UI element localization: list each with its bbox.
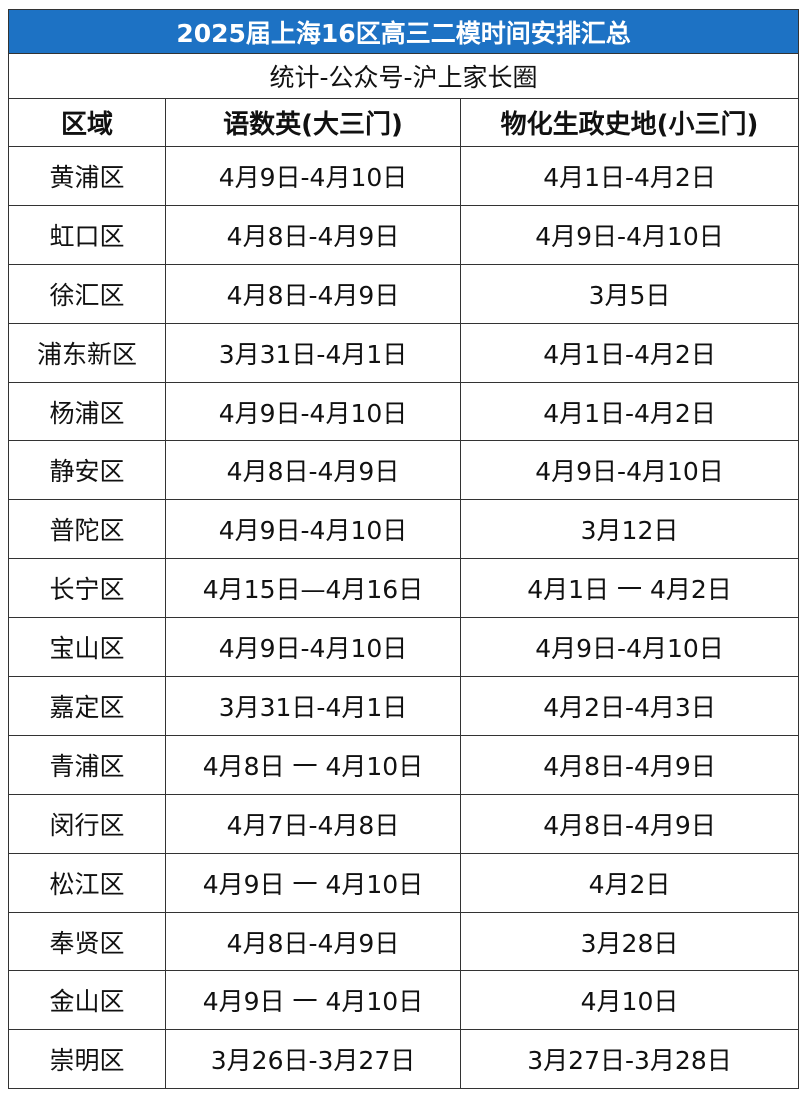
cell-minor: 4月8日-4月9日 (459, 734, 800, 795)
cell-minor: 4月9日-4月10日 (459, 204, 800, 265)
table-row: 宝山区 4月9日-4月10日 4月9日-4月10日 (8, 617, 800, 678)
cell-minor: 4月1日-4月2日 (459, 146, 800, 206)
cell-district: 虹口区 (8, 204, 166, 265)
cell-district: 嘉定区 (8, 676, 166, 736)
cell-minor: 3月12日 (459, 499, 800, 560)
cell-district: 浦东新区 (8, 322, 166, 383)
cell-district: 松江区 (8, 852, 166, 913)
table-row: 闵行区 4月7日-4月8日 4月8日-4月9日 (8, 793, 800, 854)
cell-district: 静安区 (8, 440, 166, 501)
cell-district: 黄浦区 (8, 146, 166, 206)
cell-minor: 4月1日-4月2日 (459, 322, 800, 383)
table-row: 长宁区 4月15日—4月16日 4月1日 一 4月2日 (8, 558, 800, 619)
header-minor: 物化生政史地(小三门) (459, 98, 800, 147)
table-row: 浦东新区 3月31日-4月1日 4月1日-4月2日 (8, 322, 800, 383)
cell-district: 杨浦区 (8, 381, 166, 442)
cell-major: 4月8日-4月9日 (165, 204, 461, 265)
table-row: 崇明区 3月26日-3月27日 3月27日-3月28日 (8, 1029, 800, 1090)
cell-minor: 4月9日-4月10日 (459, 440, 800, 501)
cell-major: 4月9日-4月10日 (165, 381, 461, 442)
cell-major: 4月8日-4月9日 (165, 263, 461, 324)
table-title: 2025届上海16区高三二模时间安排汇总 (7, 9, 800, 54)
table-row: 金山区 4月9日 一 4月10日 4月10日 (8, 970, 800, 1031)
cell-minor: 4月1日 一 4月2日 (459, 558, 800, 619)
cell-major: 4月9日-4月10日 (165, 499, 461, 560)
cell-major: 4月15日—4月16日 (165, 558, 461, 619)
table-row: 青浦区 4月8日 一 4月10日 4月8日-4月9日 (8, 734, 800, 795)
cell-minor: 3月27日-3月28日 (459, 1029, 800, 1090)
cell-district: 闵行区 (8, 793, 166, 854)
cell-minor: 4月1日-4月2日 (459, 381, 800, 442)
cell-major: 4月7日-4月8日 (165, 793, 461, 854)
cell-major: 4月9日-4月10日 (165, 617, 461, 678)
cell-district: 崇明区 (8, 1029, 166, 1090)
cell-major: 4月9日-4月10日 (165, 146, 461, 206)
cell-major: 4月8日 一 4月10日 (165, 734, 461, 795)
cell-major: 4月8日-4月9日 (165, 440, 461, 501)
cell-minor: 4月9日-4月10日 (459, 617, 800, 678)
cell-minor: 3月5日 (459, 263, 800, 324)
table-row: 黄浦区 4月9日-4月10日 4月1日-4月2日 (8, 146, 800, 206)
schedule-table: 2025届上海16区高三二模时间安排汇总 统计-公众号-沪上家长圈 区域 语数英… (7, 9, 800, 1090)
cell-minor: 4月2日 (459, 852, 800, 913)
table-subtitle: 统计-公众号-沪上家长圈 (7, 53, 800, 99)
table-row: 嘉定区 3月31日-4月1日 4月2日-4月3日 (8, 676, 800, 736)
cell-district: 金山区 (8, 970, 166, 1031)
table-row: 静安区 4月8日-4月9日 4月9日-4月10日 (8, 440, 800, 501)
cell-major: 4月9日 一 4月10日 (165, 852, 461, 913)
table-row: 松江区 4月9日 一 4月10日 4月2日 (8, 852, 800, 913)
header-district: 区域 (8, 98, 166, 147)
table-row: 普陀区 4月9日-4月10日 3月12日 (8, 499, 800, 560)
cell-major: 3月26日-3月27日 (165, 1029, 461, 1090)
cell-minor: 4月8日-4月9日 (459, 793, 800, 854)
cell-district: 徐汇区 (8, 263, 166, 324)
cell-minor: 4月10日 (459, 970, 800, 1031)
cell-major: 4月8日-4月9日 (165, 911, 461, 972)
header-major: 语数英(大三门) (165, 98, 461, 147)
cell-district: 普陀区 (8, 499, 166, 560)
cell-district: 长宁区 (8, 558, 166, 619)
table-row: 奉贤区 4月8日-4月9日 3月28日 (8, 911, 800, 972)
table-row: 杨浦区 4月9日-4月10日 4月1日-4月2日 (8, 381, 800, 442)
cell-major: 3月31日-4月1日 (165, 322, 461, 383)
cell-major: 4月9日 一 4月10日 (165, 970, 461, 1031)
cell-major: 3月31日-4月1日 (165, 676, 461, 736)
cell-district: 青浦区 (8, 734, 166, 795)
cell-minor: 3月28日 (459, 911, 800, 972)
table-row: 徐汇区 4月8日-4月9日 3月5日 (8, 263, 800, 324)
table-row: 虹口区 4月8日-4月9日 4月9日-4月10日 (8, 204, 800, 265)
cell-district: 宝山区 (8, 617, 166, 678)
cell-minor: 4月2日-4月3日 (459, 676, 800, 736)
cell-district: 奉贤区 (8, 911, 166, 972)
header-row: 区域 语数英(大三门) 物化生政史地(小三门) (8, 98, 800, 147)
